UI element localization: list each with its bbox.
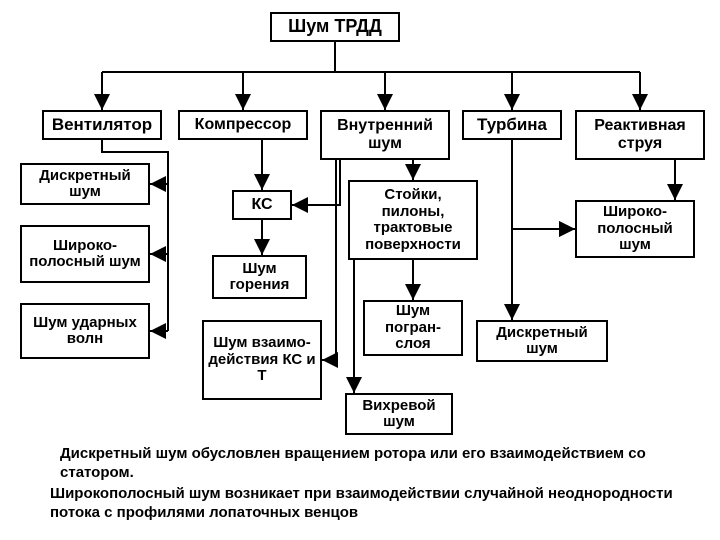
- node-comp: Компрессор: [178, 110, 308, 140]
- node-struts: Стойки, пилоны, трактовые поверхности: [348, 180, 478, 260]
- caption-1: Широкополосный шум возникает при взаимод…: [50, 485, 690, 523]
- node-ks_t: Шум взаимо- действия КС и Т: [202, 320, 322, 400]
- node-burn: Шум горения: [212, 255, 307, 299]
- node-jet: Реактивная струя: [575, 110, 705, 160]
- node-fan_disc: Дискретный шум: [20, 163, 150, 205]
- node-root: Шум ТРДД: [270, 12, 400, 42]
- node-fan: Вентилятор: [42, 110, 162, 140]
- node-fan_shock: Шум ударных волн: [20, 303, 150, 359]
- node-fan_wide: Широко- полосный шум: [20, 225, 150, 283]
- node-bl: Шум погран- слоя: [363, 300, 463, 356]
- node-inner: Внутренний шум: [320, 110, 450, 160]
- caption-0: Дискретный шум обусловлен вращением рото…: [60, 445, 680, 483]
- node-turb_disc: Дискретный шум: [476, 320, 608, 362]
- node-turb: Турбина: [462, 110, 562, 140]
- node-jet_wide: Широко- полосный шум: [575, 200, 695, 258]
- node-ks: КС: [232, 190, 292, 220]
- node-vortex: Вихревой шум: [345, 393, 453, 435]
